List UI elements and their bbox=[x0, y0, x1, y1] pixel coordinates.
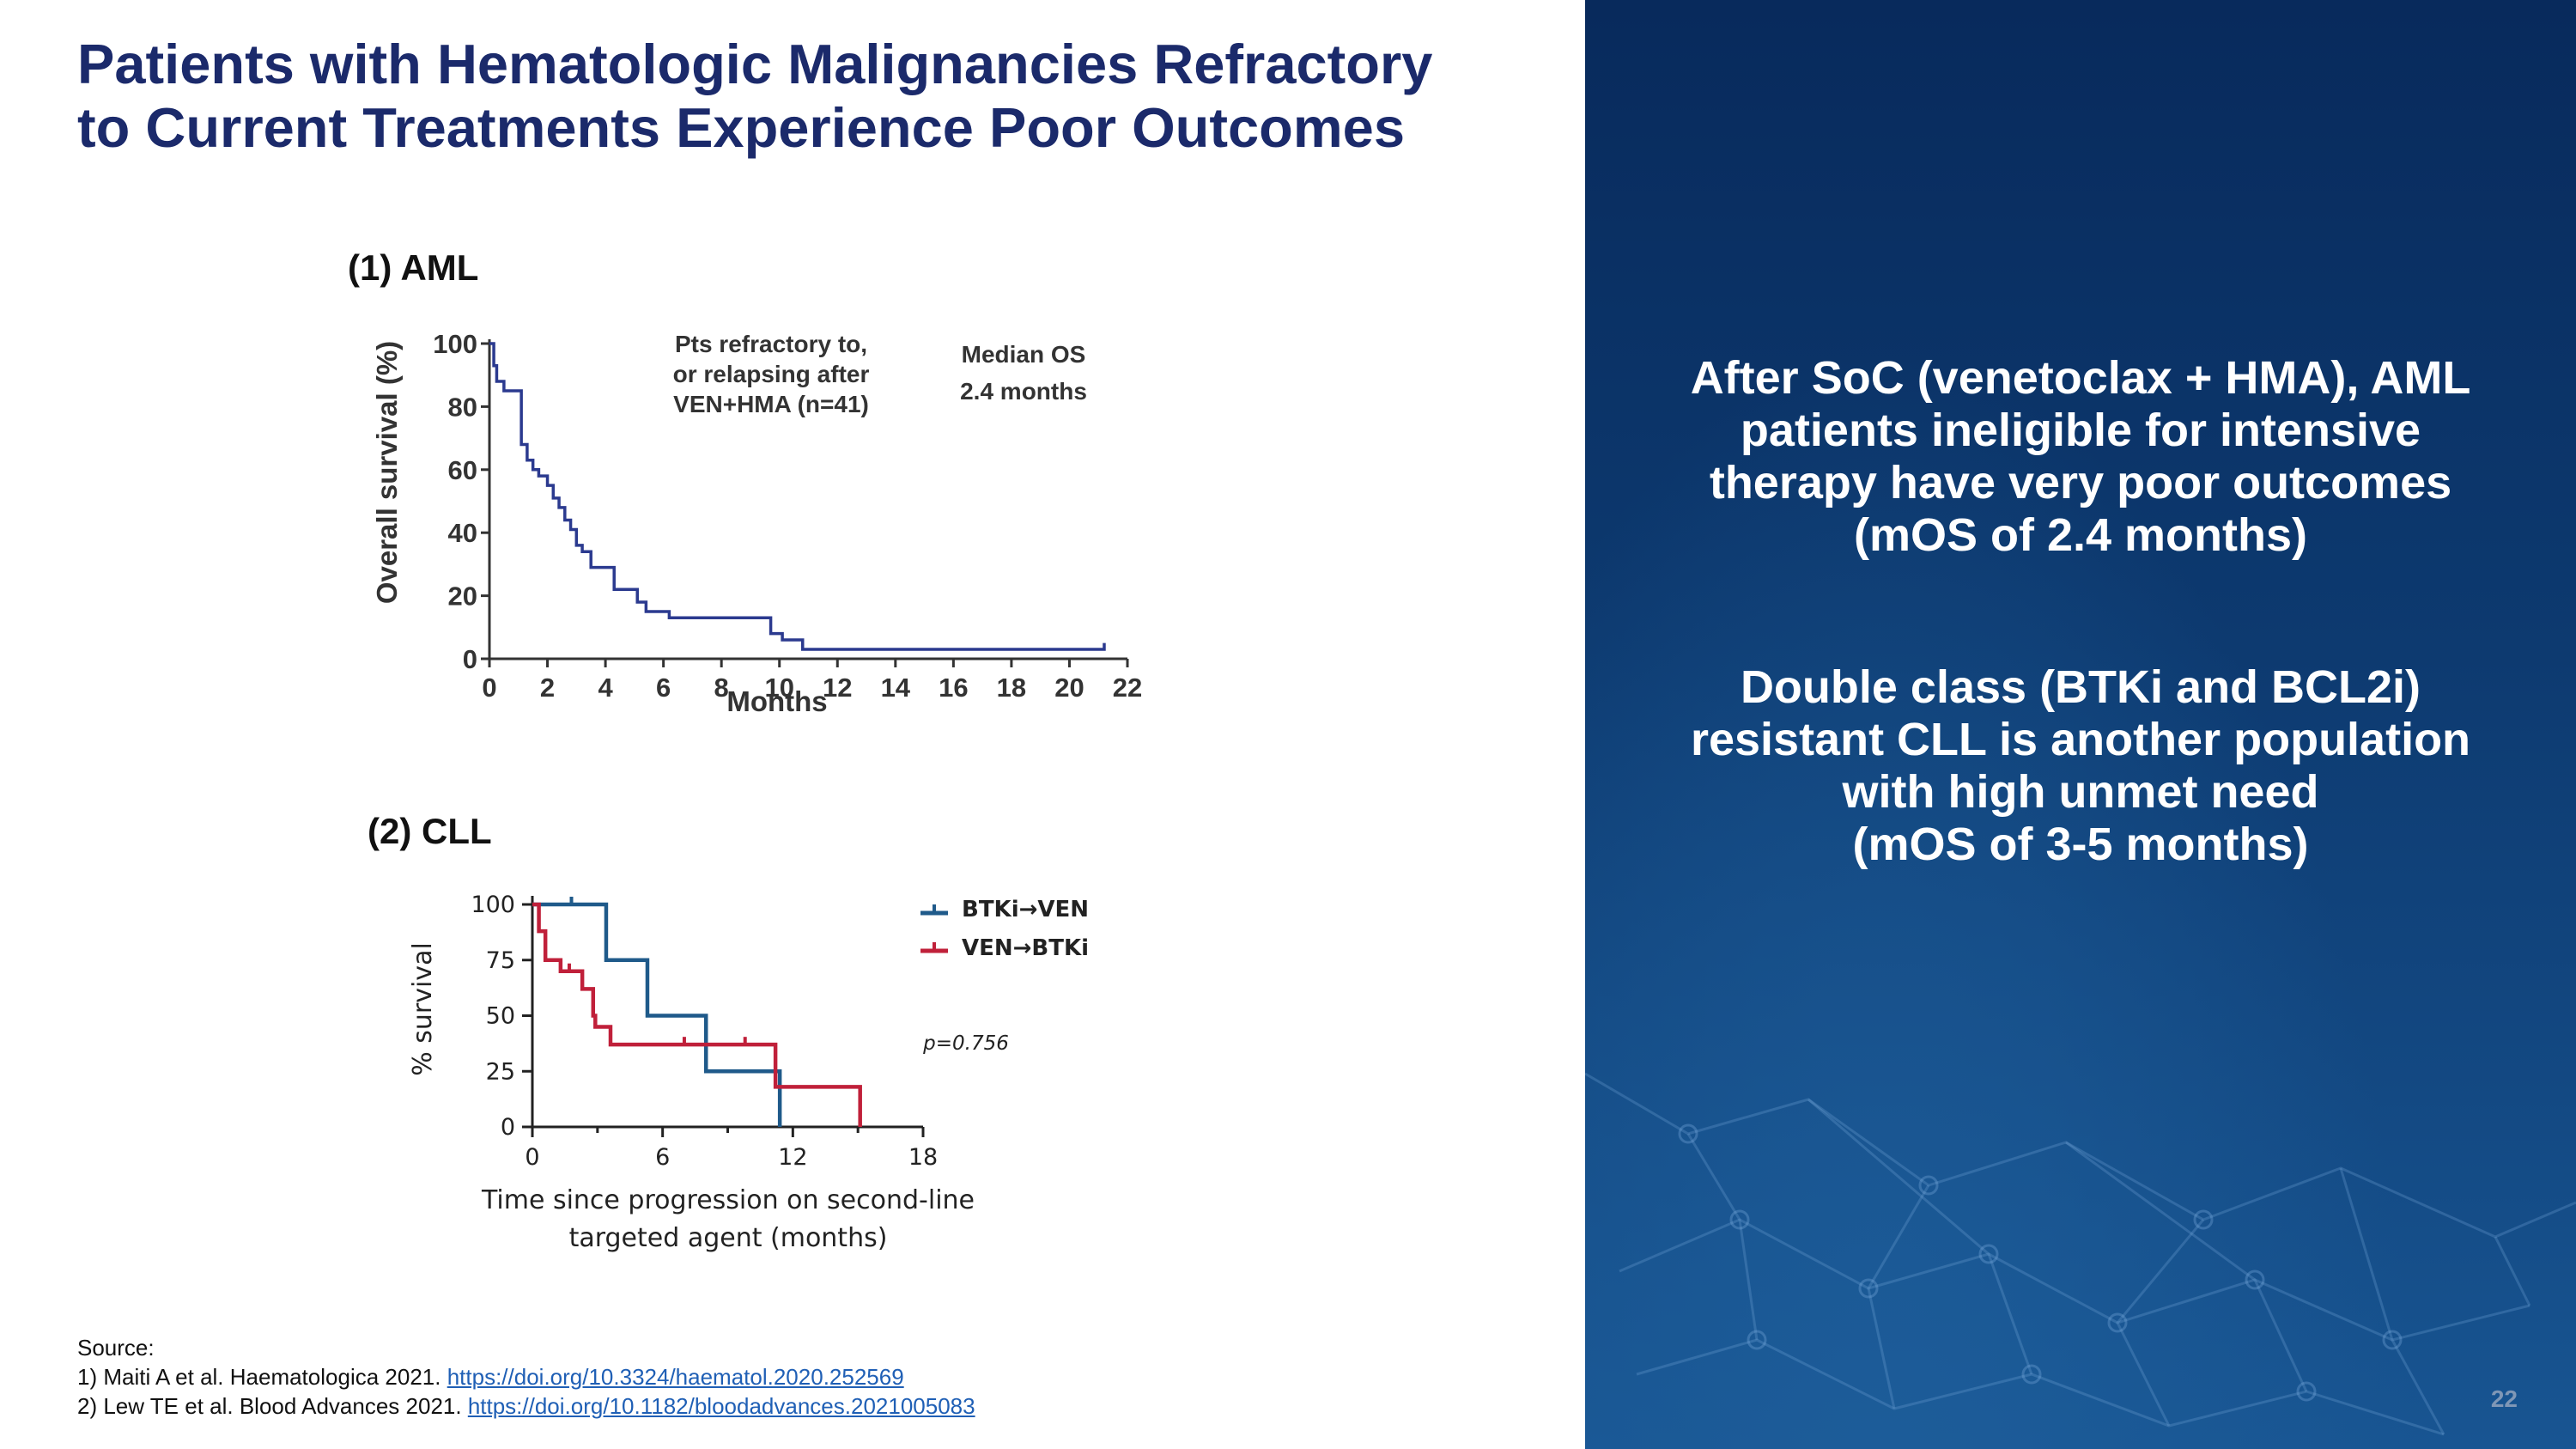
aml-annotation-line-1: Pts refractory to, bbox=[675, 331, 867, 357]
summary-cll-line-3: with high unmet need bbox=[1842, 766, 2319, 818]
summary-cll-line-2: resistant CLL is another population bbox=[1690, 714, 2471, 765]
aml-x-tick-label: 22 bbox=[1113, 673, 1142, 703]
aml-x-tick-label: 6 bbox=[656, 673, 671, 703]
cll-panel-label: (2) CLL bbox=[368, 811, 492, 851]
slide-title-line-1: Patients with Hematologic Malignancies R… bbox=[77, 33, 1433, 95]
source-ref-1-link[interactable]: https://doi.org/10.3324/haematol.2020.25… bbox=[447, 1364, 904, 1390]
summary-block-aml: After SoC (venetoclax + HMA), AML patien… bbox=[1585, 352, 2576, 562]
cll-y-axis-label: % survival bbox=[408, 942, 438, 1076]
right-summary-panel: After SoC (venetoclax + HMA), AML patien… bbox=[1585, 0, 2576, 1449]
source-heading: Source: bbox=[77, 1335, 155, 1361]
source-ref-1-text: 1) Maiti A et al. Haematologica 2021. bbox=[77, 1364, 447, 1390]
aml-y-tick-label: 40 bbox=[448, 518, 477, 548]
cll-legend-btki-ven: BTKi→VEN bbox=[962, 897, 1089, 922]
cll-x-tick-label: 12 bbox=[778, 1144, 807, 1171]
cll-x-axis-label-line-1: Time since progression on second-line bbox=[481, 1185, 975, 1215]
aml-x-tick-label: 12 bbox=[823, 673, 852, 703]
aml-y-tick-label: 20 bbox=[448, 581, 477, 612]
cll-survival-chart: % survival Time since progression on sec… bbox=[408, 892, 1089, 1253]
aml-y-tick-label: 80 bbox=[448, 392, 477, 422]
aml-x-tick-label: 16 bbox=[939, 673, 968, 703]
cll-x-tick-label: 18 bbox=[908, 1144, 938, 1171]
source-citations: Source: 1) Maiti A et al. Haematologica … bbox=[77, 1333, 975, 1421]
aml-x-tick-label: 20 bbox=[1054, 673, 1084, 703]
source-ref-2: 2) Lew TE et al. Blood Advances 2021. ht… bbox=[77, 1391, 975, 1421]
aml-median-value: 2.4 months bbox=[960, 378, 1087, 405]
summary-cll-line-4: (mOS of 3-5 months) bbox=[1852, 819, 2309, 870]
aml-x-axis-label: Months bbox=[726, 685, 827, 717]
source-ref-2-link[interactable]: https://doi.org/10.1182/bloodadvances.20… bbox=[467, 1393, 975, 1419]
cll-x-tick-label: 6 bbox=[655, 1144, 670, 1171]
aml-x-tick-label: 18 bbox=[997, 673, 1026, 703]
cll-legend-ven-btki: VEN→BTKi bbox=[962, 935, 1089, 961]
aml-panel-label: (1) AML bbox=[348, 247, 479, 288]
aml-x-tick-label: 10 bbox=[764, 673, 793, 703]
aml-survival-chart: Overall survival (%) Months Pts refracto… bbox=[371, 329, 1142, 717]
aml-survival-curve bbox=[489, 342, 1106, 651]
cll-survival-curve-1 bbox=[532, 902, 782, 1127]
summary-aml-line-1: After SoC (venetoclax + HMA), AML bbox=[1690, 352, 2471, 404]
aml-y-tick-label: 60 bbox=[448, 455, 477, 485]
network-background-graphic bbox=[1585, 1072, 2576, 1436]
summary-aml-line-2: patients ineligible for intensive bbox=[1740, 405, 2421, 456]
cll-y-tick-label: 25 bbox=[486, 1058, 515, 1085]
summary-cll-line-1: Double class (BTKi and BCL2i) bbox=[1740, 661, 2421, 713]
aml-annotation-line-2: or relapsing after bbox=[673, 361, 870, 387]
aml-x-tick-label: 14 bbox=[881, 673, 911, 703]
cll-x-axis-label-line-2: targeted agent (months) bbox=[569, 1223, 888, 1253]
page-number: 22 bbox=[2490, 1385, 2518, 1412]
cll-y-tick-label: 0 bbox=[501, 1114, 515, 1141]
aml-y-tick-label: 100 bbox=[433, 329, 477, 359]
source-ref-2-text: 2) Lew TE et al. Blood Advances 2021. bbox=[77, 1393, 468, 1419]
aml-x-tick-label: 2 bbox=[540, 673, 555, 703]
aml-annotation-line-3: VEN+HMA (n=41) bbox=[673, 391, 869, 417]
cll-x-tick-label: 0 bbox=[525, 1144, 539, 1171]
slide-title: Patients with Hematologic Malignancies R… bbox=[77, 33, 1589, 160]
cll-survival-curve-2 bbox=[532, 902, 862, 1127]
cll-y-tick-label: 50 bbox=[486, 1003, 515, 1030]
cll-y-tick-label: 100 bbox=[471, 892, 515, 918]
aml-y-axis-label: Overall survival (%) bbox=[371, 341, 403, 604]
aml-x-tick-label: 8 bbox=[714, 673, 729, 703]
summary-aml-line-3: therapy have very poor outcomes bbox=[1709, 457, 2452, 508]
cll-y-tick-label: 75 bbox=[486, 947, 515, 974]
aml-x-tick-label: 4 bbox=[598, 673, 613, 703]
slide-title-line-2: to Current Treatments Experience Poor Ou… bbox=[77, 96, 1405, 159]
summary-aml-line-4: (mOS of 2.4 months) bbox=[1853, 509, 2308, 561]
aml-median-label: Median OS bbox=[962, 341, 1086, 368]
summary-block-cll: Double class (BTKi and BCL2i) resistant … bbox=[1585, 661, 2576, 871]
aml-y-tick-label: 0 bbox=[463, 644, 477, 674]
aml-x-tick-label: 0 bbox=[482, 673, 496, 703]
cll-p-value: p=0.756 bbox=[922, 1032, 1009, 1055]
source-ref-1: 1) Maiti A et al. Haematologica 2021. ht… bbox=[77, 1362, 975, 1391]
